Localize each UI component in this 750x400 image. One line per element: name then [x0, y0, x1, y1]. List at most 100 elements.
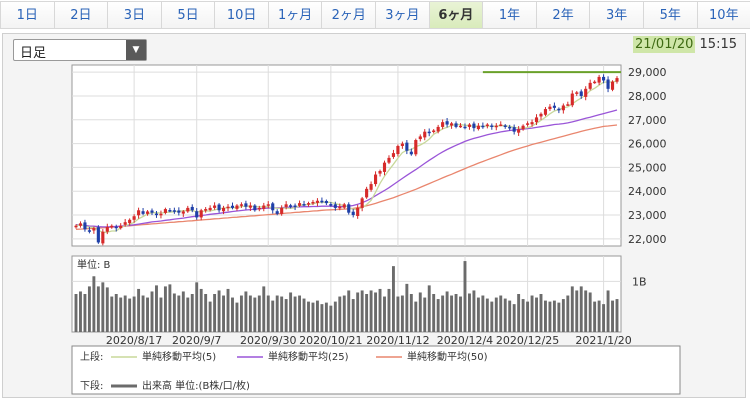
candle-body	[221, 207, 226, 212]
candle-body	[87, 230, 91, 232]
candle-body	[172, 210, 176, 212]
volume-bar	[293, 296, 297, 332]
tab-8[interactable]: 6ヶ月	[428, 1, 484, 29]
volume-bar	[208, 301, 212, 332]
volume-bar	[74, 294, 78, 332]
tab-5[interactable]: 1ヶ月	[267, 1, 323, 29]
candle-body	[441, 122, 445, 127]
x-tick-label: 2020/9/7	[172, 334, 221, 347]
candle-body	[387, 157, 391, 163]
candle-body	[597, 76, 601, 83]
candle-body	[271, 203, 275, 211]
candle-body	[114, 226, 118, 229]
candle-body	[132, 216, 136, 220]
legend-lower-label: 下段:	[80, 379, 103, 392]
volume-bar	[92, 276, 96, 332]
candle-body	[105, 226, 109, 232]
volume-bar	[190, 294, 194, 332]
tab-10[interactable]: 2年	[535, 1, 591, 29]
candle-body	[360, 198, 364, 208]
volume-bar	[476, 297, 480, 332]
candle-body	[123, 222, 127, 225]
volume-bar	[83, 294, 87, 332]
volume-bar	[324, 302, 328, 332]
legend-item-sma25: 単純移動平均(25)	[268, 350, 349, 363]
tab-11[interactable]: 3年	[589, 1, 644, 29]
volume-bar	[472, 290, 476, 332]
volume-bar	[441, 295, 445, 332]
volume-bar	[512, 304, 516, 332]
timestamp-time: 15:15	[699, 37, 737, 52]
candle-body	[373, 174, 378, 185]
candle-body	[508, 126, 512, 129]
volume-bar	[141, 295, 145, 332]
volume-plot-area	[71, 255, 622, 333]
tab-1[interactable]: 2日	[53, 1, 109, 29]
candle-body	[347, 204, 351, 213]
volume-bar	[481, 295, 485, 332]
x-tick-label: 2021/1/20	[575, 334, 631, 347]
volume-bar	[463, 261, 467, 332]
candle-body	[262, 205, 266, 209]
tab-6[interactable]: 2ヶ月	[321, 1, 377, 29]
sma50-line	[75, 124, 618, 230]
candle-body	[588, 82, 592, 89]
candle-body	[239, 204, 243, 206]
tab-4[interactable]: 10日	[214, 1, 269, 29]
volume-bar	[436, 299, 440, 332]
volume-bar	[575, 290, 579, 332]
volume-bar	[539, 294, 543, 332]
candle-body	[78, 223, 83, 226]
candle-body	[445, 121, 449, 125]
volume-bar	[172, 293, 176, 332]
volume-bar	[450, 295, 454, 332]
x-tick-label: 2020/12/4	[437, 334, 493, 347]
candle-body	[315, 200, 320, 203]
candle-body	[414, 140, 418, 155]
candle-body	[186, 207, 190, 212]
candle-body	[217, 204, 221, 211]
volume-bar	[96, 286, 100, 332]
candle-body	[391, 153, 396, 157]
volume-bar	[239, 295, 243, 332]
volume-bar	[535, 297, 538, 332]
candle-body	[293, 205, 297, 208]
candle-body	[400, 143, 404, 146]
candle-body	[145, 211, 150, 214]
candle-body	[351, 211, 355, 216]
legend-item-sma5: 単純移動平均(5)	[142, 350, 216, 363]
candle-body	[199, 210, 203, 218]
y-tick-label: 24,000	[628, 185, 667, 198]
tab-13[interactable]: 10年	[696, 1, 750, 29]
candle-body	[110, 225, 114, 228]
candle-body	[423, 131, 427, 138]
volume-bar	[195, 282, 199, 332]
candle-body	[154, 213, 159, 216]
y-tick-label: 27,000	[628, 114, 667, 127]
volume-bar	[517, 294, 521, 332]
candle-body	[490, 125, 494, 127]
tab-7[interactable]: 3ヶ月	[375, 1, 430, 29]
volume-bar	[119, 297, 123, 332]
volume-bar	[199, 288, 203, 332]
volume-bar	[391, 266, 395, 332]
tab-9[interactable]: 1年	[482, 1, 537, 29]
candle-body	[342, 204, 346, 208]
tab-0[interactable]: 1日	[0, 1, 55, 29]
volume-bar	[579, 286, 583, 332]
volume-bar	[146, 297, 149, 332]
volume-tick-label: 1B	[632, 275, 647, 288]
candle-body	[539, 113, 543, 117]
tab-12[interactable]: 5年	[642, 1, 698, 29]
volume-bar	[311, 302, 315, 332]
tab-2[interactable]: 3日	[107, 1, 162, 29]
volume-bar	[181, 291, 185, 332]
x-tick-label: 2020/10/21	[299, 334, 362, 347]
candle-body	[356, 207, 360, 216]
candle-period-select[interactable]: 日足 ▼	[13, 39, 147, 61]
volume-bar	[387, 288, 391, 332]
volume-bar	[454, 294, 458, 332]
volume-bar	[606, 290, 610, 332]
volume-unit-label: 単位: B	[77, 258, 111, 271]
volume-bar	[432, 294, 436, 332]
